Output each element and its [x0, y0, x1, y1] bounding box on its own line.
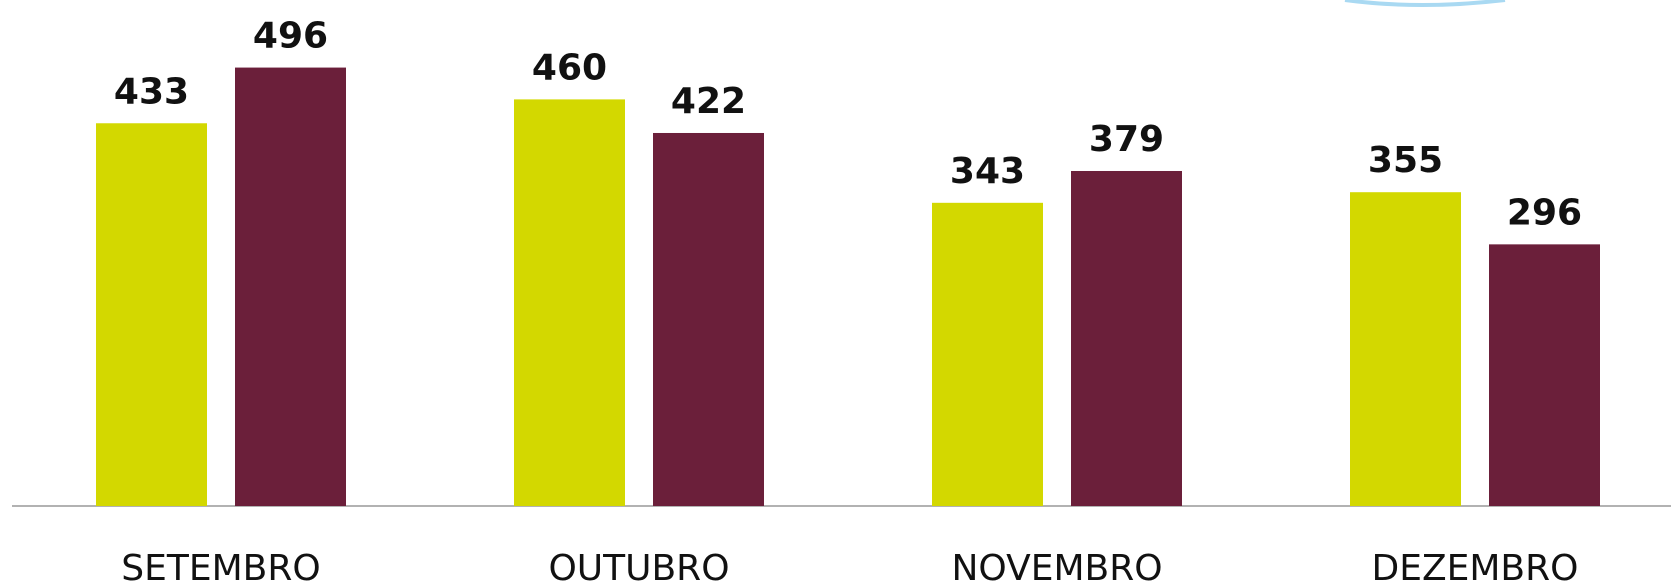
bar	[932, 202, 1043, 506]
decoration-arc	[1344, 0, 1506, 7]
bar	[1071, 170, 1182, 506]
data-label: 343	[950, 151, 1025, 192]
data-label: 422	[671, 81, 746, 122]
bar	[1350, 192, 1461, 506]
data-label: 433	[114, 71, 189, 112]
x-tick-label: DEZEMBRO	[1372, 548, 1579, 588]
bar	[1489, 244, 1600, 506]
bar	[96, 123, 207, 507]
data-label: 460	[532, 47, 607, 88]
bar	[514, 99, 625, 507]
data-label: 355	[1368, 140, 1443, 181]
data-label: 296	[1507, 192, 1582, 233]
x-tick-label: NOVEMBRO	[951, 548, 1162, 588]
data-label: 496	[253, 16, 328, 57]
data-label: 379	[1089, 119, 1164, 160]
x-tick-label: SETEMBRO	[121, 548, 320, 588]
bar	[653, 132, 764, 506]
bar	[235, 67, 346, 507]
x-tick-label: OUTUBRO	[548, 548, 729, 588]
